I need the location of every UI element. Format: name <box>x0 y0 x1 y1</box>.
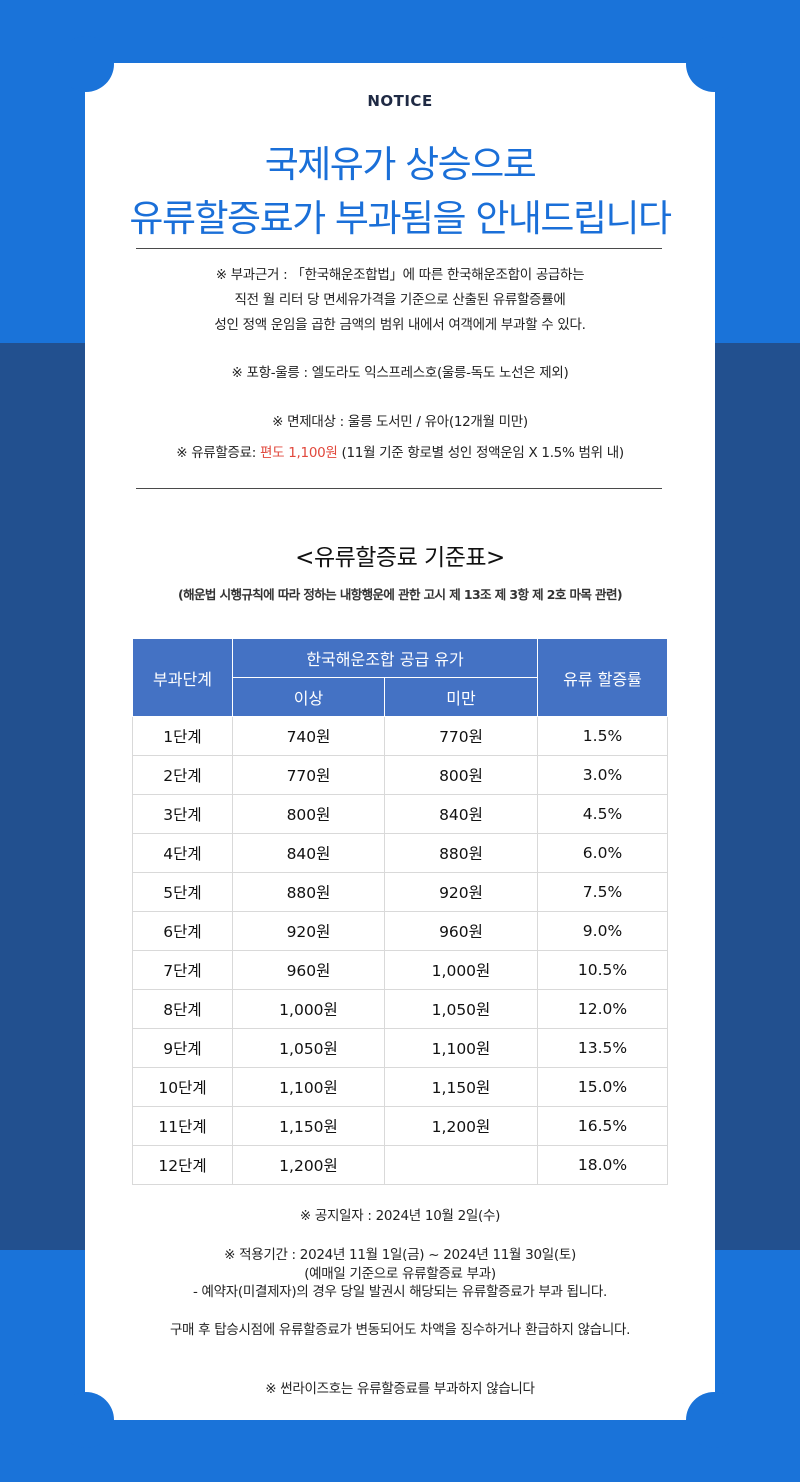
surcharge-amount: 편도 1,100원 <box>260 445 338 461</box>
table-row: 2단계 770원 800원 3.0% <box>132 755 668 795</box>
header-supply-price: 한국해운조합 공급 유가 <box>232 638 538 678</box>
cell-min: 1,000원 <box>232 989 385 1029</box>
cell-max: 1,100원 <box>384 1028 538 1068</box>
table-row: 5단계 880원 920원 7.5% <box>132 872 668 912</box>
cell-rate: 7.5% <box>537 872 668 912</box>
header-min: 이상 <box>232 677 385 717</box>
cell-rate: 13.5% <box>537 1028 668 1068</box>
cell-stage: 8단계 <box>132 989 233 1029</box>
table-row: 10단계 1,100원 1,150원 15.0% <box>132 1067 668 1107</box>
table-row: 6단계 920원 960원 9.0% <box>132 911 668 951</box>
cell-min: 1,200원 <box>232 1145 385 1185</box>
period-line-1: ※ 적용기간 : 2024년 11월 1일(금) ~ 2024년 11월 30일… <box>224 1247 576 1263</box>
cell-max: 800원 <box>384 755 538 795</box>
cell-stage: 12단계 <box>132 1145 233 1185</box>
notice-date: ※ 공지일자 : 2024년 10월 2일(수) <box>299 1208 501 1224</box>
sunrise-notice: ※ 썬라이즈호는 유류할증료를 부과하지 않습니다 <box>265 1381 535 1397</box>
table-row: 8단계 1,000원 1,050원 12.0% <box>132 989 668 1029</box>
surcharge-suffix: (11월 기준 항로별 성인 정액운임 X 1.5% 범위 내) <box>337 445 625 461</box>
table-reference: (해운법 시행규칙에 따라 정하는 내항행운에 관한 고시 제 13조 제 3항… <box>178 587 623 602</box>
cell-min: 920원 <box>232 911 385 951</box>
period-line-3: - 예약자(미결제자)의 경우 당일 발권시 해당되는 유류할증료가 부과 됩니… <box>192 1284 608 1300</box>
divider <box>136 488 662 489</box>
cell-min: 880원 <box>232 872 385 912</box>
basis-line-3: 성인 정액 운임을 곱한 금액의 범위 내에서 여객에게 부과할 수 있다. <box>214 317 586 333</box>
cell-max: 840원 <box>384 794 538 834</box>
period-line-2: (예매일 기준으로 유류할증료 부과) <box>304 1266 496 1282</box>
basis-line-1: ※ 부과근거 : 「한국해운조합법」에 따른 한국해운조합이 공급하는 <box>215 267 585 283</box>
cell-stage: 2단계 <box>132 755 233 795</box>
surcharge-prefix: ※ 유류할증료: <box>176 445 261 461</box>
cell-stage: 1단계 <box>132 716 233 756</box>
cell-min: 960원 <box>232 950 385 990</box>
table-title: <유류할증료 기준표> <box>295 545 505 571</box>
cell-min: 740원 <box>232 716 385 756</box>
cell-min: 840원 <box>232 833 385 873</box>
cell-max: 920원 <box>384 872 538 912</box>
cell-rate: 16.5% <box>537 1106 668 1146</box>
divider <box>136 248 662 249</box>
cell-min: 1,150원 <box>232 1106 385 1146</box>
cell-max: 880원 <box>384 833 538 873</box>
table-row: 3단계 800원 840원 4.5% <box>132 794 668 834</box>
cell-min: 770원 <box>232 755 385 795</box>
cell-max <box>384 1145 538 1185</box>
table-row: 11단계 1,150원 1,200원 16.5% <box>132 1106 668 1146</box>
cell-stage: 4단계 <box>132 833 233 873</box>
cell-stage: 7단계 <box>132 950 233 990</box>
cell-max: 1,200원 <box>384 1106 538 1146</box>
table-row: 12단계 1,200원 18.0% <box>132 1145 668 1185</box>
cell-max: 960원 <box>384 911 538 951</box>
cell-rate: 6.0% <box>537 833 668 873</box>
cell-min: 800원 <box>232 794 385 834</box>
table-row: 7단계 960원 1,000원 10.5% <box>132 950 668 990</box>
cell-stage: 10단계 <box>132 1067 233 1107</box>
card-corner-notch <box>58 1392 114 1448</box>
refund-notice: 구매 후 탑승시점에 유류할증료가 변동되어도 차액을 징수하거나 환급하지 않… <box>169 1322 631 1338</box>
card-corner-notch <box>58 36 114 92</box>
route-note: ※ 포항-울릉 : 엘도라도 익스프레스호(울릉-독도 노선은 제외) <box>231 365 569 381</box>
surcharge-note: ※ 유류할증료: 편도 1,100원 (11월 기준 항로별 성인 정액운임 X… <box>120 443 680 463</box>
cell-min: 1,100원 <box>232 1067 385 1107</box>
cell-stage: 11단계 <box>132 1106 233 1146</box>
cell-rate: 1.5% <box>537 716 668 756</box>
cell-min: 1,050원 <box>232 1028 385 1068</box>
cell-max: 1,150원 <box>384 1067 538 1107</box>
header-stage: 부과단계 <box>132 638 233 717</box>
cell-rate: 18.0% <box>537 1145 668 1185</box>
cell-max: 770원 <box>384 716 538 756</box>
cell-max: 1,000원 <box>384 950 538 990</box>
headline-line-1: 국제유가 상승으로 <box>264 143 537 186</box>
surcharge-rate-table: 부과단계 한국해운조합 공급 유가 유류 할증률 이상 미만 1단계 740원 … <box>132 638 668 1185</box>
exempt-note: ※ 면제대상 : 울릉 도서민 / 유아(12개월 미만) <box>272 414 528 430</box>
header-max: 미만 <box>384 677 538 717</box>
cell-rate: 10.5% <box>537 950 668 990</box>
table-row: 1단계 740원 770원 1.5% <box>132 716 668 756</box>
cell-rate: 12.0% <box>537 989 668 1029</box>
table-row: 9단계 1,050원 1,100원 13.5% <box>132 1028 668 1068</box>
cell-rate: 4.5% <box>537 794 668 834</box>
cell-rate: 15.0% <box>537 1067 668 1107</box>
cell-stage: 5단계 <box>132 872 233 912</box>
cell-rate: 3.0% <box>537 755 668 795</box>
cell-stage: 3단계 <box>132 794 233 834</box>
table-row: 4단계 840원 880원 6.0% <box>132 833 668 873</box>
cell-stage: 9단계 <box>132 1028 233 1068</box>
notice-label: NOTICE <box>367 92 433 110</box>
card-corner-notch <box>686 36 742 92</box>
cell-stage: 6단계 <box>132 911 233 951</box>
card-corner-notch <box>686 1392 742 1448</box>
headline-line-2: 유류할증료가 부과됨을 안내드립니다 <box>129 197 672 240</box>
basis-line-2: 직전 월 리터 당 면세유가격을 기준으로 산출된 유류할증률에 <box>234 292 566 308</box>
cell-max: 1,050원 <box>384 989 538 1029</box>
cell-rate: 9.0% <box>537 911 668 951</box>
header-rate: 유류 할증률 <box>537 638 668 717</box>
